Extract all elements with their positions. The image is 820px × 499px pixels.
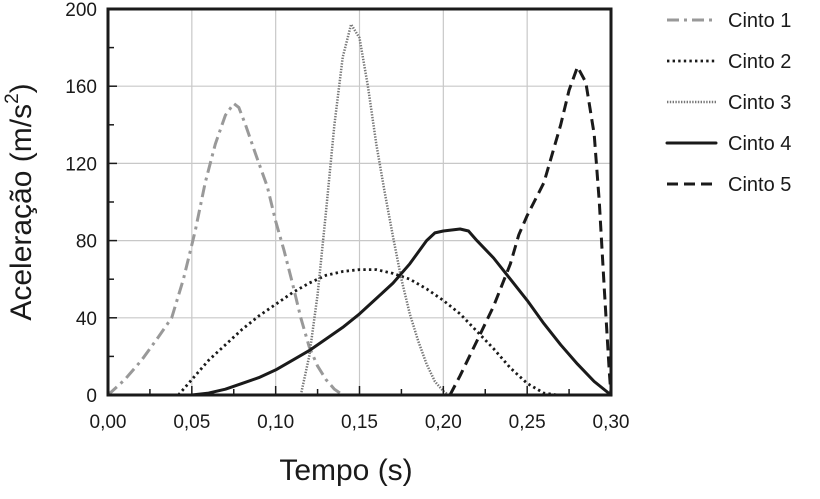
series-line-2	[177, 268, 558, 397]
series-line-4	[190, 227, 613, 397]
x-tick-label: 0,15	[341, 412, 378, 433]
x-axis: 0,00 0,05 0,10 0,15 0,20 0,25 0,30	[90, 386, 630, 433]
legend-label-4: Cinto 4	[728, 133, 791, 155]
y-tick-label: 120	[65, 154, 97, 175]
y-axis-title-text: Aceleração (m/s	[5, 104, 38, 321]
y-tick-label: 200	[65, 0, 97, 21]
x-tick-label: 0,25	[509, 412, 546, 433]
x-tick-label: 0,00	[90, 412, 127, 433]
y-axis-title-superscript: 2	[2, 93, 23, 104]
x-tick-label: 0,10	[257, 412, 294, 433]
x-tick-label: 0,20	[425, 412, 462, 433]
series-line-3	[299, 23, 450, 396]
legend-label-5: Cinto 5	[728, 174, 791, 196]
y-axis-title: Aceleração (m/s2)	[2, 83, 38, 320]
legend-label-1: Cinto 1	[728, 10, 791, 32]
legend: Cinto 1 Cinto 2 Cinto 3 Cinto 4 Cinto 5	[665, 10, 791, 196]
y-tick-label: 160	[65, 77, 97, 98]
y-axis-title-close: )	[5, 83, 38, 93]
y-axis: 0 40 80 120 160 200	[65, 0, 117, 407]
y-tick-label: 40	[76, 309, 97, 330]
x-tick-label: 0,05	[173, 412, 210, 433]
legend-label-2: Cinto 2	[728, 51, 791, 73]
y-tick-label: 80	[76, 232, 97, 253]
legend-label-3: Cinto 3	[728, 92, 791, 114]
series-lines	[106, 23, 613, 397]
y-tick-label: 0	[86, 386, 97, 407]
x-tick-label: 0,30	[593, 412, 630, 433]
x-axis-title: Tempo (s)	[279, 454, 412, 487]
series-line-5	[448, 65, 613, 396]
